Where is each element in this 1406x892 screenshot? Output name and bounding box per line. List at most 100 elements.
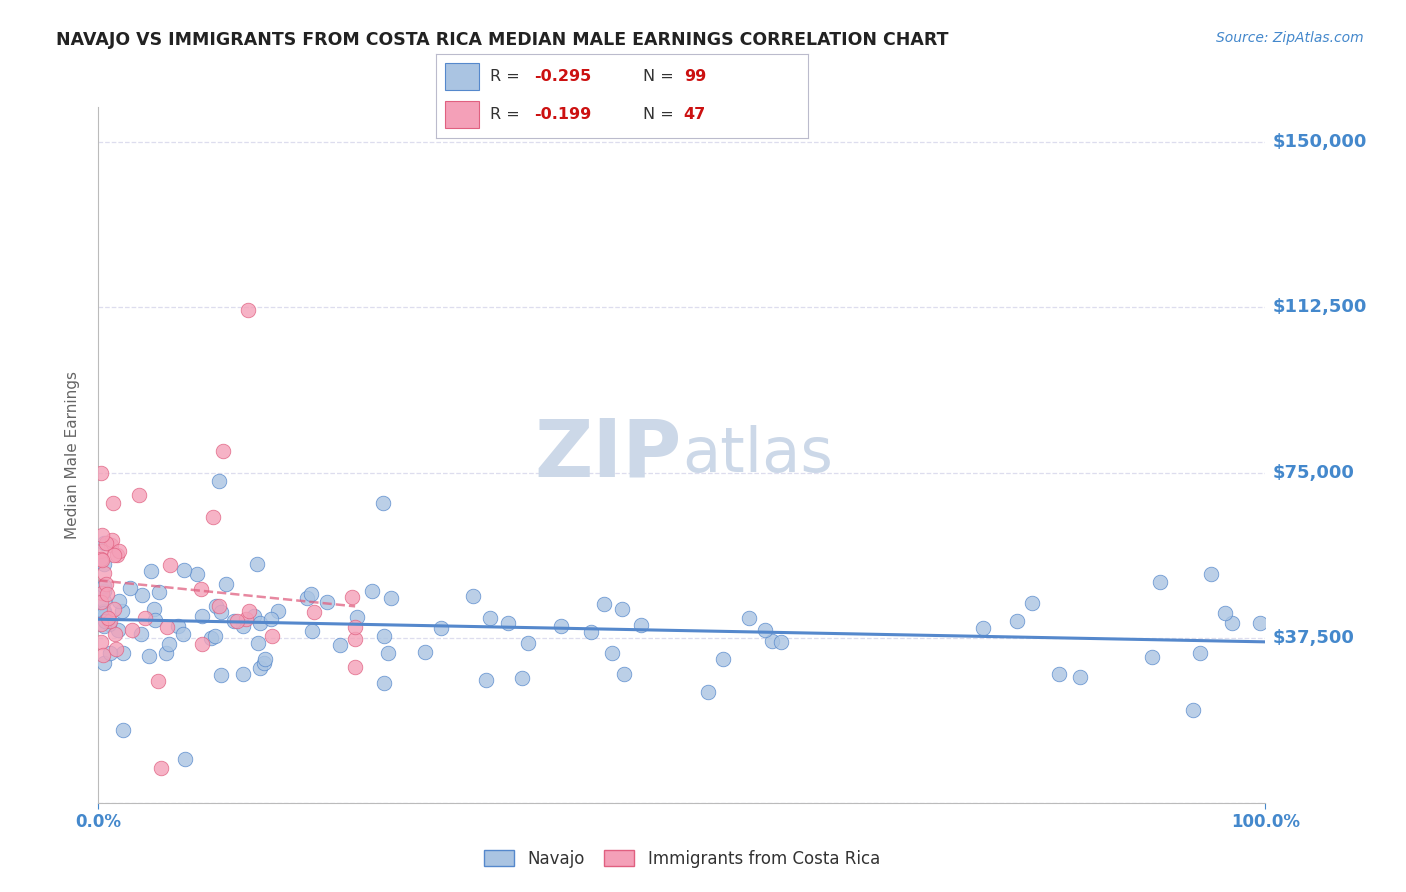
Point [93,606,115,620]
Point [96,536,118,550]
Bar [446,62,478,90]
Point [697,684,720,698]
Point [90,527,112,541]
Point [1047,666,1070,681]
Point [93,558,115,572]
Point [1069,670,1091,684]
Point [90,635,112,649]
Point [254,652,277,666]
Point [340,590,363,604]
Point [346,609,368,624]
Point [249,616,271,631]
Point [479,611,502,625]
Point [159,558,181,572]
Point [266,604,288,618]
Point [738,611,761,625]
Point [97,616,120,631]
Point [90,617,112,632]
Point [131,588,153,602]
Point [232,619,254,633]
Point [108,544,131,558]
Point [377,646,399,660]
Point [299,587,322,601]
Point [208,475,231,489]
Point [98,615,121,629]
Point [103,601,125,615]
Point [90,543,112,558]
Point [1149,575,1171,590]
Point [111,647,134,661]
Point [93,604,115,618]
Point [215,577,238,591]
Point [118,581,141,595]
Point [238,604,260,618]
Point [247,636,270,650]
Point [172,627,194,641]
Point [208,599,231,614]
Point [93,566,115,581]
Text: N =: N = [643,69,679,84]
Point [209,668,232,682]
Text: 47: 47 [683,107,706,122]
Point [111,604,134,618]
Legend: Navajo, Immigrants from Costa Rica: Navajo, Immigrants from Costa Rica [477,843,887,874]
Point [93,584,115,599]
Point [174,752,197,766]
Point [770,635,793,649]
Point [235,611,257,625]
Point [96,587,118,601]
Point [143,602,166,616]
Point [1189,646,1212,660]
Point [429,622,451,636]
Point [191,637,214,651]
Point [93,619,115,633]
Point [246,557,269,571]
Point [373,629,395,643]
Point [91,585,114,599]
Text: -0.199: -0.199 [534,107,592,122]
Point [94,608,117,623]
Point [134,611,156,625]
Point [315,595,337,609]
Text: R =: R = [489,69,524,84]
Point [344,632,367,647]
Point [186,566,208,581]
Text: $112,500: $112,500 [1272,299,1367,317]
Text: N =: N = [643,107,679,122]
Point [373,496,395,510]
Point [302,605,325,619]
Point [93,593,115,607]
Point [90,552,112,566]
Text: $75,000: $75,000 [1272,464,1354,482]
Point [413,645,436,659]
Bar [446,101,478,128]
Point [149,761,172,775]
Point [104,627,127,641]
Point [613,667,636,681]
Point [105,548,128,562]
Point [226,614,249,628]
Point [156,620,179,634]
Text: Source: ZipAtlas.com: Source: ZipAtlas.com [1216,31,1364,45]
Point [138,648,160,663]
Point [238,302,260,317]
Point [1140,649,1163,664]
Point [260,629,283,643]
Point [121,624,143,638]
Point [97,611,120,625]
Point [550,619,572,633]
Point [146,673,169,688]
Point [496,616,519,631]
Text: -0.295: -0.295 [534,69,592,84]
Point [108,594,131,608]
Point [191,609,214,624]
Point [630,618,652,632]
Point [224,614,246,628]
Point [510,672,533,686]
Point [754,623,776,637]
Point [972,621,994,635]
Text: NAVAJO VS IMMIGRANTS FROM COSTA RICA MEDIAN MALE EARNINGS CORRELATION CHART: NAVAJO VS IMMIGRANTS FROM COSTA RICA MED… [56,31,949,49]
Point [202,509,225,524]
Point [94,615,117,629]
Point [129,626,152,640]
